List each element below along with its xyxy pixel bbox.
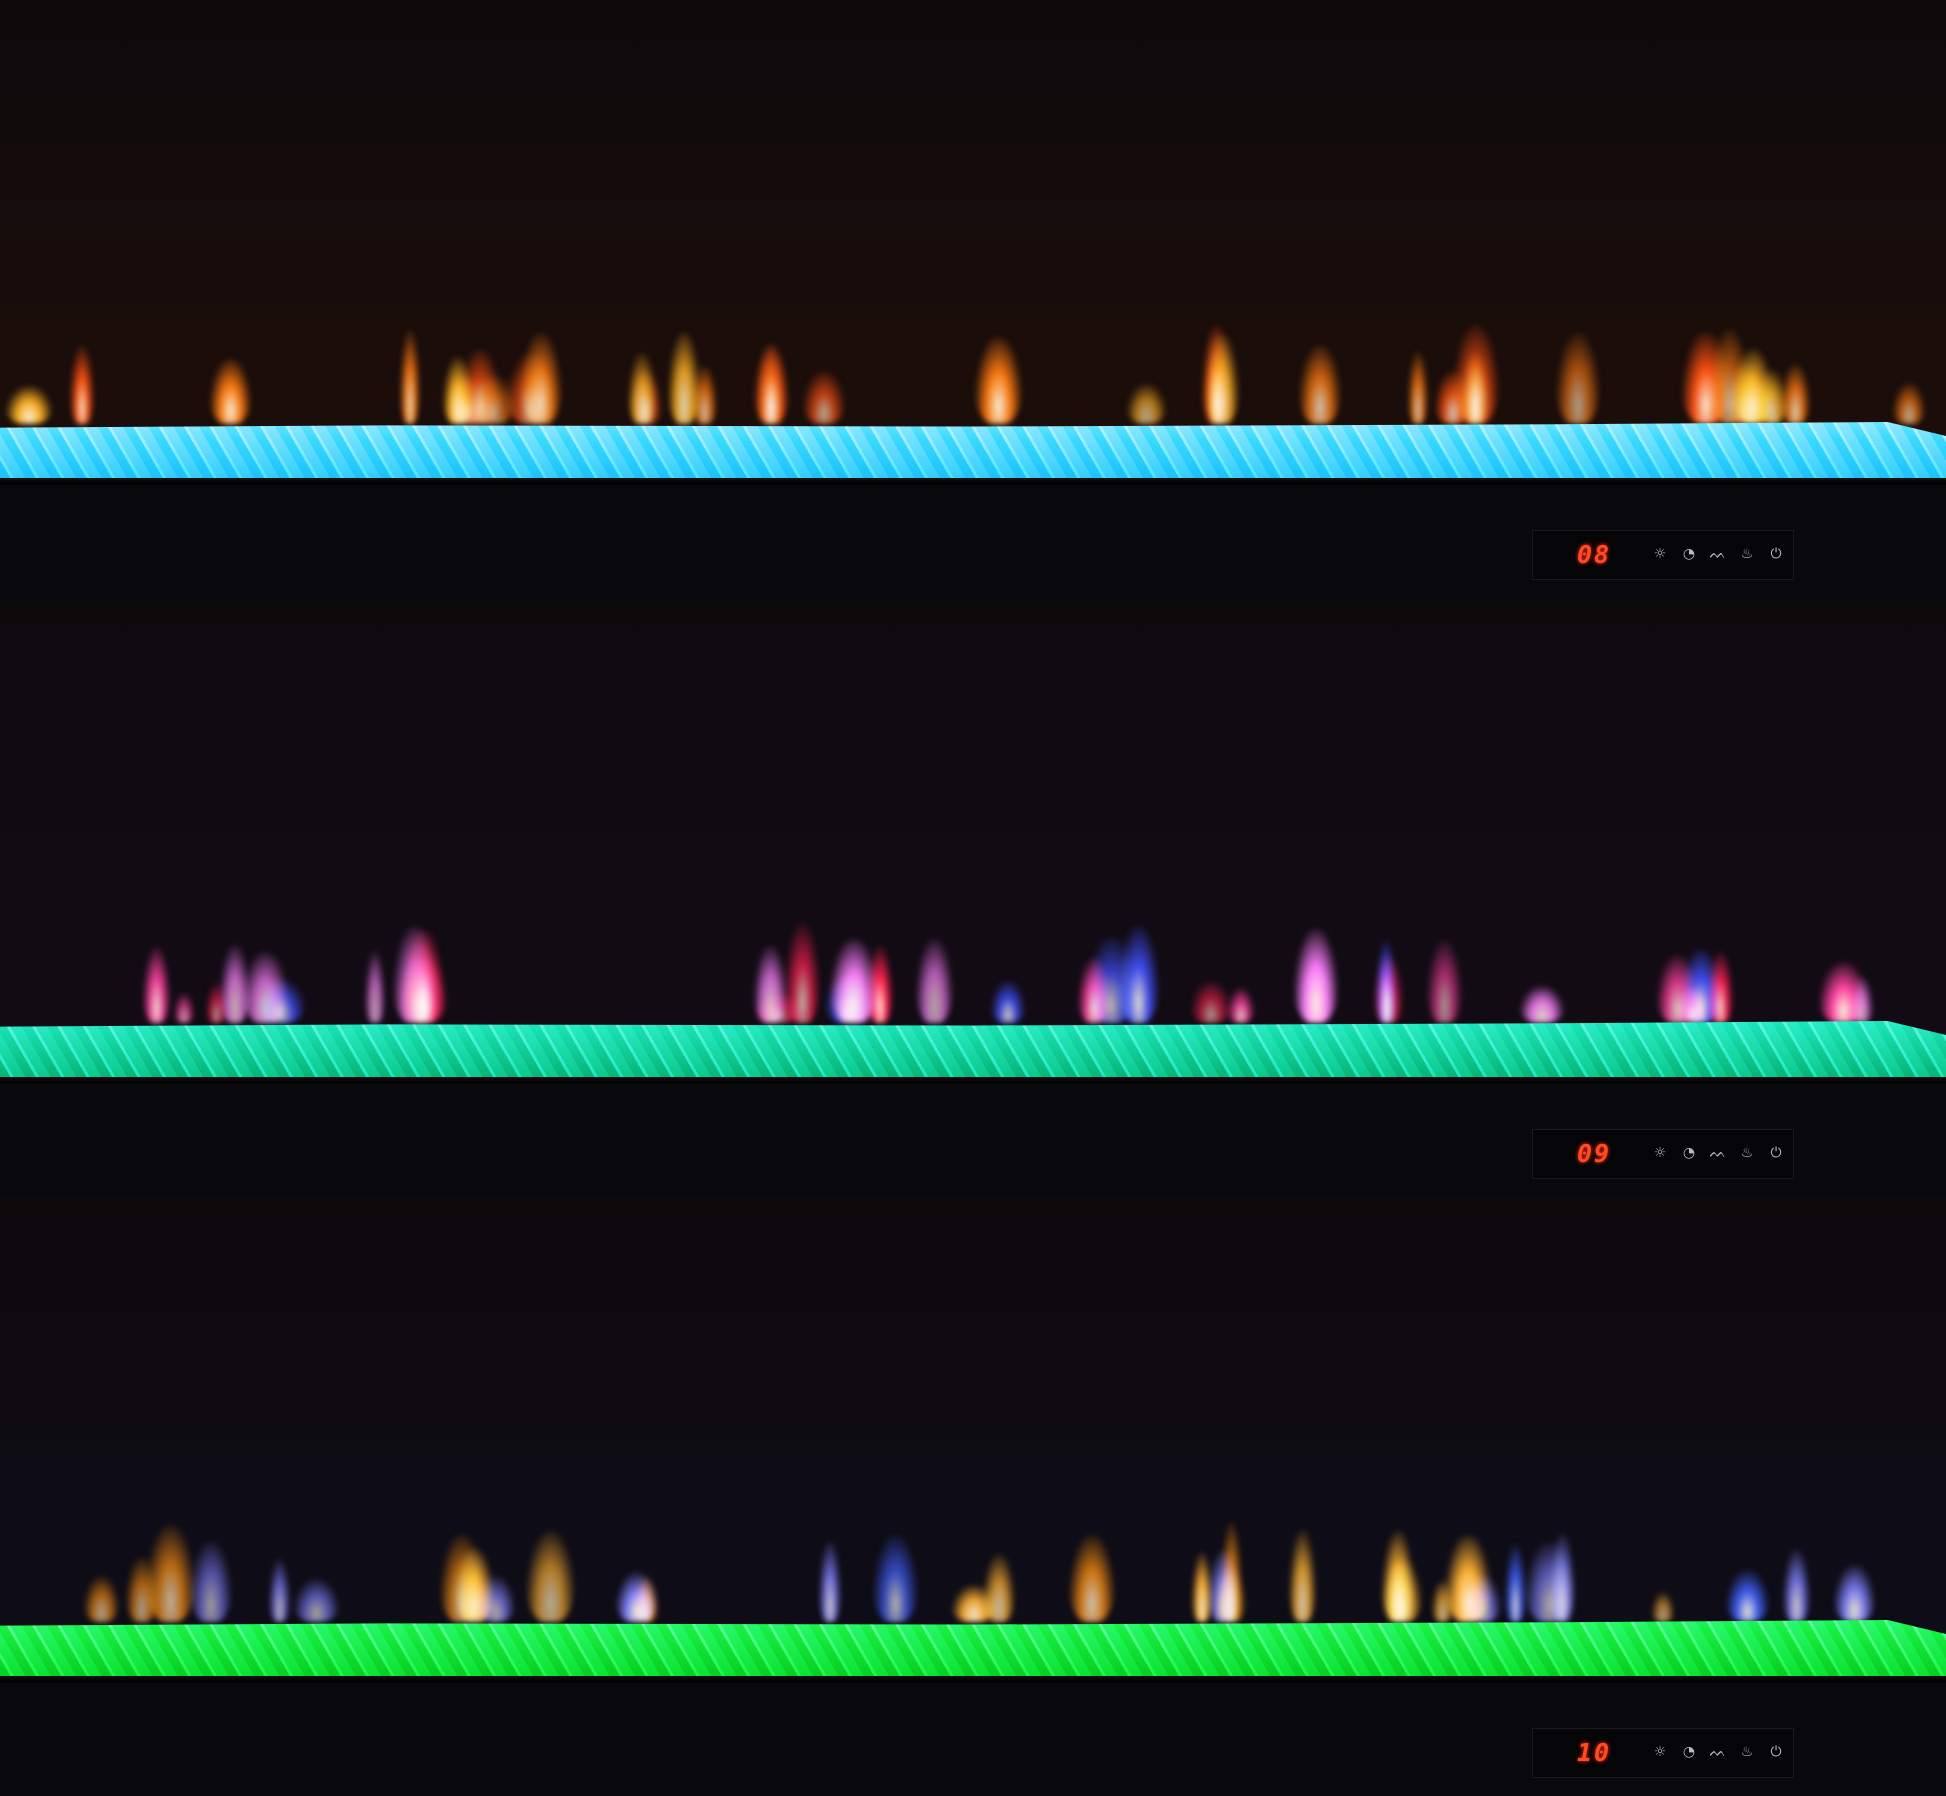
flame	[446, 377, 488, 424]
fireplace-trim-bar: 09 ☼ ◔ ᨓ ♨ ⏻	[0, 1081, 1946, 1197]
flame	[1068, 1535, 1115, 1622]
fireplace-trim-bar: 10 ☼ ◔ ᨓ ♨ ⏻	[0, 1680, 1946, 1796]
flame	[667, 331, 700, 424]
flame	[1504, 1543, 1527, 1622]
flame	[84, 1576, 119, 1622]
crystal-ember-bed	[0, 1021, 1946, 1077]
flame-height-icon[interactable]: ᨓ	[1709, 546, 1727, 562]
led-display: 09	[1577, 1139, 1612, 1168]
flame	[364, 950, 386, 1023]
flame-height-icon[interactable]: ᨓ	[1709, 1145, 1727, 1161]
timer-icon[interactable]: ◔	[1682, 546, 1696, 562]
flame	[1892, 383, 1925, 424]
control-panel: 10 ☼ ◔ ᨓ ♨ ⏻	[1532, 1728, 1794, 1778]
flame	[402, 930, 444, 1023]
flame	[1293, 928, 1339, 1023]
flame	[1408, 350, 1429, 424]
flame	[400, 329, 421, 424]
flame	[1375, 939, 1397, 1023]
fireplace-panel: 10 ☼ ◔ ᨓ ♨ ⏻	[0, 1198, 1946, 1796]
flame	[1117, 926, 1159, 1023]
flame	[1383, 1559, 1423, 1622]
control-panel: 08 ☼ ◔ ᨓ ♨ ⏻	[1532, 530, 1794, 580]
flame	[1656, 955, 1699, 1023]
flame	[70, 345, 95, 424]
flame	[173, 992, 194, 1023]
flame	[1707, 951, 1734, 1023]
flame	[1818, 962, 1869, 1023]
brightness-icon[interactable]: ☼	[1653, 1145, 1667, 1161]
flame	[1756, 369, 1788, 424]
flames	[0, 1198, 1946, 1678]
power-icon[interactable]: ⏻	[1770, 1145, 1782, 1161]
flame	[1190, 980, 1232, 1023]
flame-color-icon[interactable]: ♨	[1740, 1145, 1754, 1161]
flame	[1782, 1549, 1811, 1622]
flame	[1208, 1549, 1238, 1622]
flame	[143, 946, 171, 1023]
flame	[1556, 332, 1601, 424]
fireplace-trim-bar: 08 ☼ ◔ ᨓ ♨ ⏻	[0, 482, 1946, 598]
fireplace-panel: 09 ☼ ◔ ᨓ ♨ ⏻	[0, 599, 1946, 1197]
flame	[1191, 1551, 1213, 1622]
flame	[983, 1554, 1016, 1622]
flame-color-icon[interactable]: ♨	[1740, 1744, 1754, 1760]
control-panel: 09 ☼ ◔ ᨓ ♨ ⏻	[1532, 1129, 1794, 1179]
flame	[824, 974, 871, 1023]
fireplace-glass	[0, 599, 1946, 1079]
flame	[209, 359, 251, 424]
power-icon[interactable]: ⏻	[1770, 1744, 1782, 1760]
flame	[1466, 1574, 1502, 1622]
flame-color-icon[interactable]: ♨	[1740, 546, 1754, 562]
flame	[190, 1540, 232, 1622]
flame	[1651, 1591, 1674, 1622]
flame	[1710, 329, 1750, 424]
flame	[1833, 1564, 1875, 1622]
flame	[1453, 324, 1500, 424]
flame	[1550, 1532, 1576, 1622]
flame	[915, 939, 953, 1023]
flame	[991, 981, 1025, 1023]
flame	[5, 385, 53, 424]
flame	[872, 1535, 919, 1622]
timer-icon[interactable]: ◔	[1682, 1744, 1696, 1760]
flame	[1520, 985, 1565, 1023]
power-icon[interactable]: ⏻	[1770, 546, 1782, 562]
flame	[243, 951, 288, 1023]
flames	[0, 599, 1946, 1079]
flame	[628, 352, 656, 424]
flame	[1228, 987, 1254, 1023]
timer-icon[interactable]: ◔	[1682, 1145, 1696, 1161]
brightness-icon[interactable]: ☼	[1653, 546, 1667, 562]
flame	[1126, 383, 1166, 424]
crystal-ember-bed	[0, 422, 1946, 478]
flame	[1426, 939, 1462, 1023]
crystal-ember-bed	[0, 1620, 1946, 1676]
flame	[1078, 958, 1111, 1023]
flame	[440, 1533, 485, 1622]
flame-height-icon[interactable]: ᨓ	[1709, 1744, 1727, 1760]
brightness-icon[interactable]: ☼	[1653, 1744, 1667, 1760]
led-display: 10	[1577, 1738, 1612, 1767]
fireplace-glass	[0, 0, 1946, 480]
flame	[526, 1531, 575, 1622]
flame	[803, 370, 846, 424]
flame	[126, 1557, 158, 1622]
flame	[505, 354, 555, 424]
led-display: 08	[1577, 540, 1612, 569]
flames	[0, 0, 1946, 480]
flame	[974, 337, 1023, 424]
flame	[1201, 325, 1231, 424]
flame	[756, 343, 785, 424]
flame	[1288, 1530, 1317, 1622]
flame	[633, 1577, 659, 1622]
flame	[268, 1559, 290, 1622]
flame	[293, 1578, 340, 1622]
flame	[1299, 345, 1341, 424]
flame	[1725, 1569, 1769, 1622]
flame	[754, 992, 803, 1023]
flame	[819, 1541, 842, 1622]
fireplace-panel: 08 ☼ ◔ ᨓ ♨ ⏻	[0, 0, 1946, 598]
